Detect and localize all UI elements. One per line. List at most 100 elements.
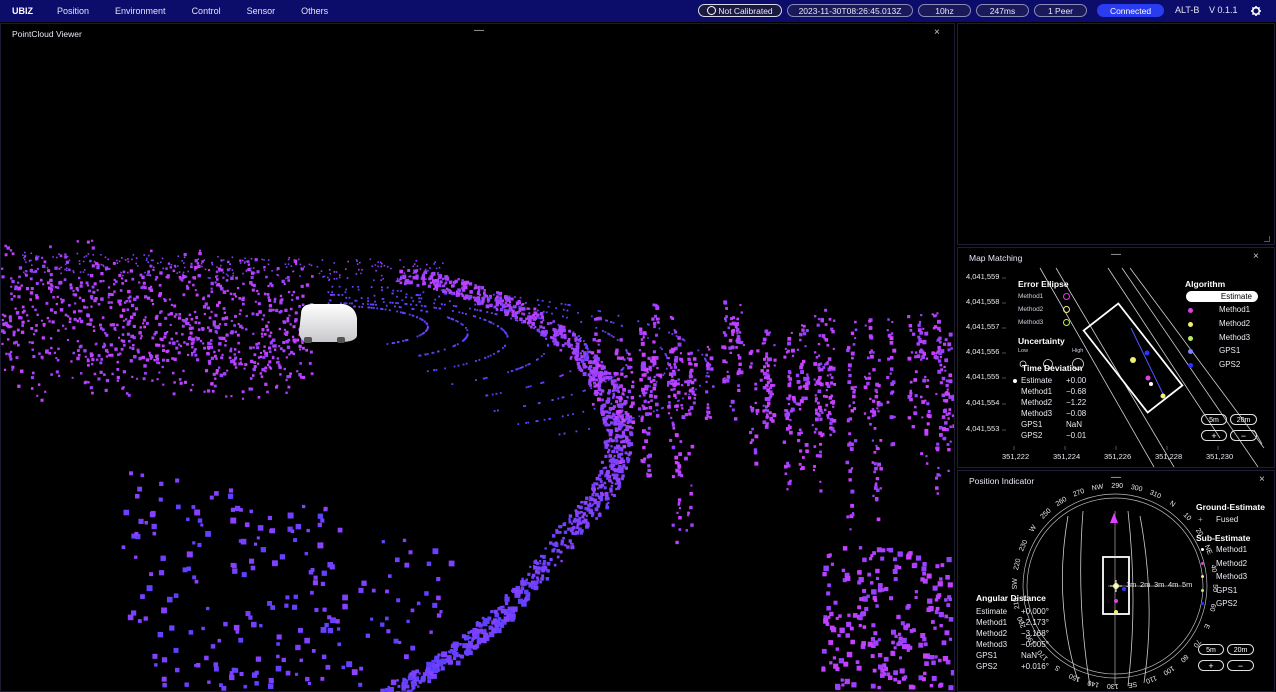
point [91, 391, 94, 395]
point [627, 442, 631, 446]
point [537, 316, 539, 319]
point [222, 271, 225, 274]
point [462, 363, 465, 366]
point [667, 395, 671, 398]
sub-estimate-item[interactable]: Method2 [1216, 559, 1248, 568]
point [149, 288, 154, 292]
point [52, 296, 55, 299]
point [879, 487, 882, 490]
ground-estimate-item[interactable]: Fused [1216, 515, 1239, 524]
minimize-button[interactable]: — [474, 25, 484, 36]
point [655, 305, 660, 310]
point [684, 380, 688, 384]
point [389, 301, 392, 304]
menu-environment[interactable]: Environment [115, 6, 166, 16]
zoom-out-button[interactable]: − [1230, 430, 1257, 441]
connection-status-button[interactable]: Connected [1097, 4, 1164, 17]
point [125, 392, 129, 395]
point [551, 549, 555, 553]
menu-control[interactable]: Control [191, 6, 221, 16]
point [56, 286, 60, 289]
point [30, 327, 34, 330]
point [194, 348, 197, 351]
point [251, 312, 255, 316]
point [786, 397, 789, 400]
point [873, 470, 877, 474]
x-tick-label: 351,226 [1104, 452, 1132, 461]
algorithm-estimate-toggle[interactable]: Estimate [1186, 291, 1258, 302]
point [257, 356, 261, 359]
point [435, 369, 438, 371]
point [194, 265, 198, 270]
point [556, 334, 560, 337]
gear-icon[interactable] [1251, 6, 1261, 16]
point [580, 337, 582, 339]
point [654, 356, 659, 360]
point [890, 356, 894, 360]
point [674, 433, 679, 437]
menu-others[interactable]: Others [301, 6, 329, 16]
menu-position[interactable]: Position [57, 6, 90, 16]
point [598, 384, 602, 388]
point [925, 455, 928, 458]
point [604, 497, 608, 501]
algorithm-item[interactable]: Method2 [1219, 319, 1251, 328]
compass-dial[interactable]: NW 290 300310N1020NE405060E7080100110SE130… [958, 471, 1274, 691]
point [103, 342, 106, 345]
point [887, 357, 891, 361]
zoom-5m-button[interactable]: 5m [1201, 414, 1227, 425]
point [234, 505, 241, 512]
point [862, 625, 867, 629]
zoom-in-button[interactable]: + [1201, 430, 1227, 441]
point [240, 538, 247, 545]
point [293, 538, 298, 543]
point [276, 654, 280, 659]
zoom-20m-button[interactable]: 20m [1230, 414, 1257, 425]
point [673, 379, 678, 384]
point [889, 372, 892, 375]
point [825, 395, 828, 398]
algorithm-item[interactable]: GPS1 [1219, 346, 1241, 355]
sub-estimate-item[interactable]: GPS2 [1216, 599, 1238, 608]
point [846, 621, 852, 627]
menu-sensor[interactable]: Sensor [246, 6, 276, 16]
point [603, 371, 608, 376]
sub-estimate-item[interactable]: Method3 [1216, 572, 1248, 581]
point [382, 278, 384, 280]
point [942, 409, 947, 414]
point [504, 309, 508, 314]
algorithm-item[interactable]: Method1 [1219, 305, 1251, 314]
algorithm-item[interactable]: Method3 [1219, 333, 1251, 342]
point [320, 518, 325, 523]
minimize-button[interactable]: — [1111, 472, 1121, 483]
point [766, 413, 769, 416]
zoom-in-button[interactable]: + [1198, 660, 1224, 671]
pointcloud-canvas[interactable] [1, 46, 954, 692]
point [667, 380, 671, 385]
point [342, 603, 348, 610]
zoom-5m-button[interactable]: 5m [1198, 644, 1224, 655]
point [581, 350, 584, 353]
calibration-status-badge[interactable]: Not Calibrated [698, 4, 782, 17]
point [30, 387, 34, 390]
close-button[interactable]: × [1259, 474, 1265, 485]
point [527, 597, 531, 601]
sub-estimate-item[interactable]: GPS1 [1216, 586, 1238, 595]
point [449, 282, 452, 285]
deviation-label: GPS2 [1021, 431, 1043, 440]
sub-estimate-item[interactable]: Method1 [1216, 545, 1248, 554]
zoom-20m-button[interactable]: 20m [1227, 644, 1254, 655]
resize-handle[interactable] [1264, 236, 1270, 242]
minimize-button[interactable]: — [1111, 249, 1121, 260]
point [920, 358, 923, 361]
close-button[interactable]: × [1253, 251, 1259, 262]
close-button[interactable]: × [934, 27, 940, 38]
point [511, 313, 516, 318]
point [677, 464, 682, 469]
point [245, 270, 248, 273]
compass-label: 60 [1208, 603, 1217, 612]
point [568, 518, 571, 521]
zoom-out-button[interactable]: − [1227, 660, 1254, 671]
algorithm-item[interactable]: GPS2 [1219, 360, 1241, 369]
point [71, 376, 74, 379]
